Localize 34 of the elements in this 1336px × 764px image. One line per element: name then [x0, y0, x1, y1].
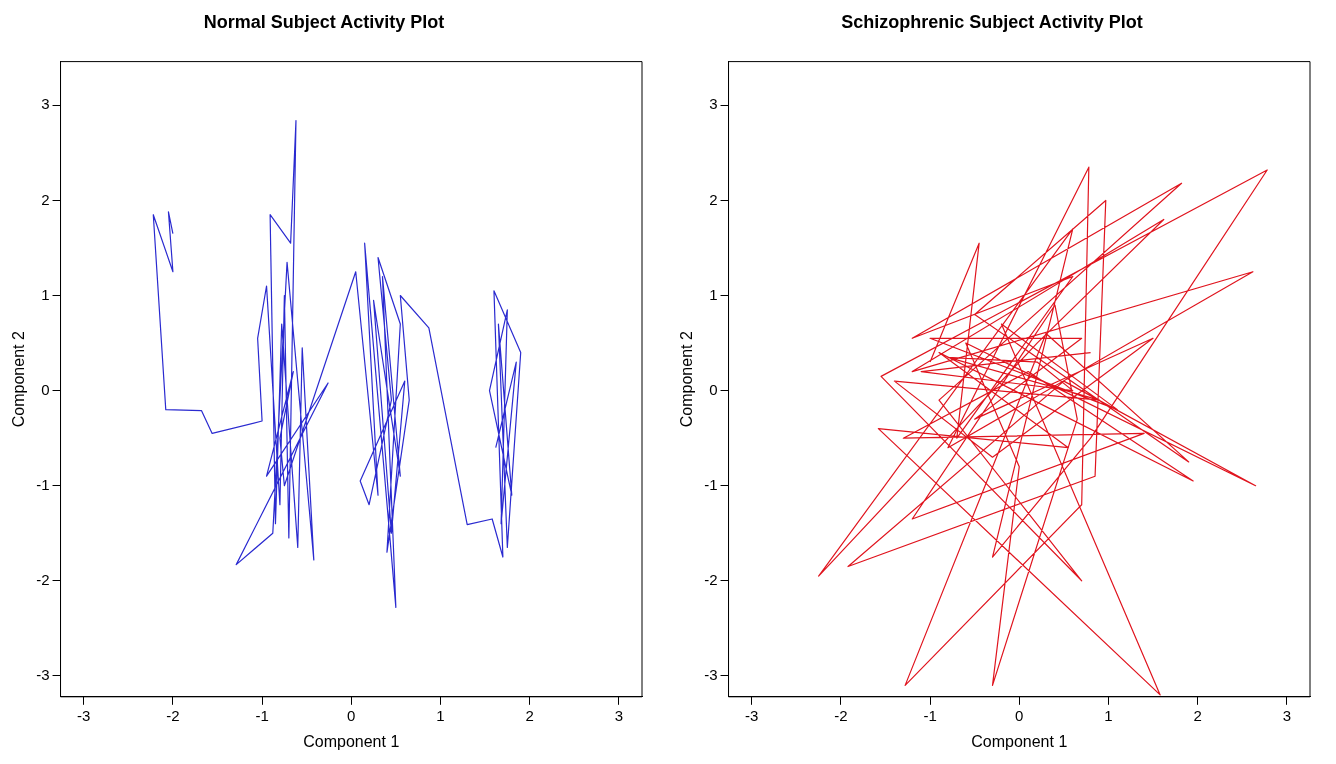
y-tick-label: -1	[704, 475, 718, 493]
y-tick-label: 3	[709, 95, 718, 113]
x-tick-label: 2	[1193, 706, 1202, 724]
x-tick-label: 0	[347, 706, 356, 724]
y-tick-label: -3	[36, 666, 50, 684]
y-tick-label: 2	[709, 190, 718, 208]
y-tick-label: 2	[41, 190, 50, 208]
x-tick-label: 2	[525, 706, 534, 724]
chart-title: Schizophrenic Subject Activity Plot	[841, 11, 1143, 32]
x-axis-title: Component 1	[971, 732, 1068, 750]
y-tick-label: 1	[41, 285, 50, 303]
y-axis-title: Component 2	[10, 331, 28, 428]
x-tick-label: -3	[77, 706, 91, 724]
y-tick-label: 0	[709, 380, 718, 398]
x-tick-label: 1	[1104, 706, 1113, 724]
x-tick-label: -1	[923, 706, 937, 724]
chart-title: Normal Subject Activity Plot	[203, 11, 445, 32]
y-tick-label: -3	[704, 666, 718, 684]
y-tick-label: -2	[36, 570, 50, 588]
x-tick-label: 0	[1015, 706, 1024, 724]
x-tick-label: 3	[1282, 706, 1291, 724]
x-tick-label: -1	[255, 706, 269, 724]
y-axis-title: Component 2	[678, 331, 696, 428]
x-tick-label: -2	[834, 706, 848, 724]
y-tick-label: -1	[36, 475, 50, 493]
y-tick-label: 0	[41, 380, 50, 398]
x-tick-label: 3	[614, 706, 623, 724]
x-tick-label: 1	[436, 706, 445, 724]
x-tick-label: -2	[166, 706, 180, 724]
y-tick-label: 1	[709, 285, 718, 303]
x-axis-title: Component 1	[303, 732, 400, 750]
y-tick-label: -2	[704, 570, 718, 588]
y-tick-label: 3	[41, 95, 50, 113]
x-tick-label: -3	[745, 706, 759, 724]
